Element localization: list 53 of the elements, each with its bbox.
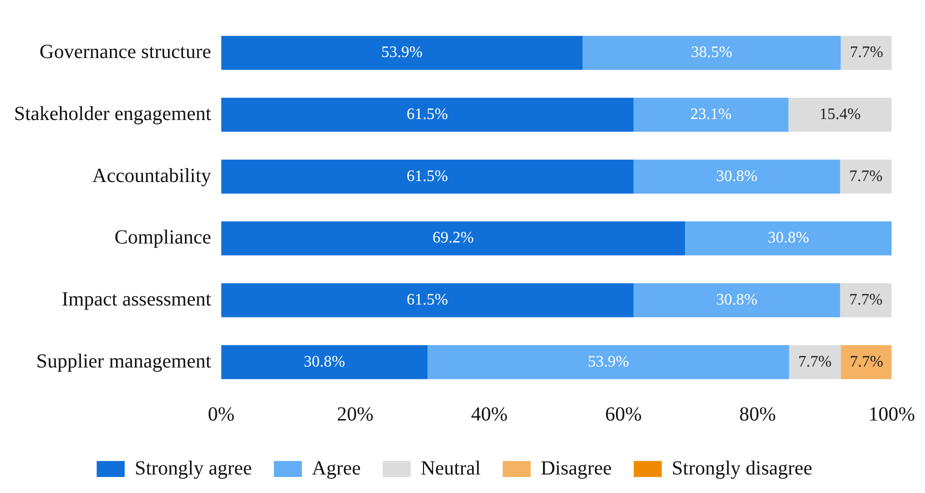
- legend-label: Neutral: [420, 457, 482, 480]
- data-label: 61.5%: [406, 291, 448, 308]
- data-label: 7.7%: [849, 168, 883, 185]
- legend-label: Agree: [312, 457, 361, 480]
- data-label: 7.7%: [798, 353, 832, 370]
- data-label: 15.4%: [819, 106, 861, 123]
- x-tick-label: 0%: [208, 403, 234, 426]
- bar: [840, 160, 892, 194]
- bar: [221, 345, 428, 380]
- bar: [685, 221, 892, 256]
- bar: [840, 36, 892, 70]
- data-label: 7.7%: [850, 353, 884, 370]
- bar: [221, 221, 686, 256]
- bar: [788, 98, 892, 132]
- x-tick-label: 80%: [739, 403, 776, 426]
- bar: [840, 345, 892, 380]
- data-label: 53.9%: [588, 353, 630, 370]
- data-label: 7.7%: [849, 291, 883, 308]
- y-tick-label: Supplier management: [36, 350, 212, 372]
- data-label: 61.5%: [406, 168, 448, 185]
- data-label: 61.5%: [406, 106, 448, 123]
- legend-label: Strongly agree: [134, 457, 252, 480]
- x-tick-label: 60%: [605, 403, 642, 426]
- x-tick-label: 100%: [868, 403, 916, 426]
- bar: [840, 283, 892, 318]
- data-label: 7.7%: [850, 44, 884, 62]
- bar: [634, 98, 788, 132]
- legend-label: Disagree: [540, 457, 612, 480]
- legend-label: Strongly disagree: [672, 457, 812, 480]
- data-label: 30.8%: [716, 168, 758, 185]
- data-label: 38.5%: [690, 44, 732, 62]
- x-tick-label: 20%: [336, 403, 374, 426]
- y-tick-label: Stakeholder engagement: [14, 103, 212, 125]
- x-tick-label: 40%: [471, 403, 508, 426]
- data-label: 53.9%: [381, 44, 423, 62]
- bar: [221, 160, 634, 194]
- y-tick-label: Impact assessment: [62, 288, 212, 310]
- y-tick-label: Accountability: [92, 164, 212, 187]
- bar: [634, 283, 840, 318]
- bar: [221, 36, 583, 70]
- bar: [582, 36, 841, 70]
- bar: [789, 345, 841, 380]
- bar: [221, 283, 634, 318]
- data-label: 23.1%: [690, 106, 732, 123]
- y-tick-label: Governance structure: [40, 41, 212, 64]
- bar: [221, 98, 634, 132]
- y-tick-label: Compliance: [114, 226, 212, 249]
- data-label: 30.8%: [716, 291, 758, 308]
- bar: [428, 345, 790, 380]
- bar: [634, 160, 840, 194]
- data-label: 30.8%: [304, 353, 346, 370]
- data-label: 69.2%: [432, 230, 474, 247]
- data-label: 30.8%: [768, 230, 810, 247]
